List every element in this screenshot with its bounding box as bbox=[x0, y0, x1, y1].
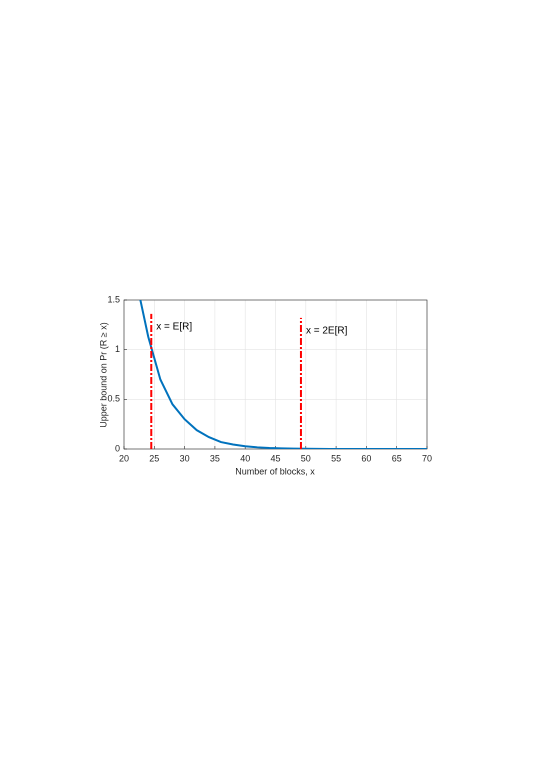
x-tick-label: 25 bbox=[149, 453, 159, 463]
x-tick-label: 50 bbox=[301, 453, 311, 463]
x-tick-label: 60 bbox=[361, 453, 371, 463]
x-tick-label: 55 bbox=[331, 453, 341, 463]
annotation: x = 2E[R] bbox=[306, 326, 348, 337]
line bbox=[139, 300, 427, 449]
y-tick-label: 0 bbox=[115, 443, 120, 453]
x-tick-label: 30 bbox=[180, 453, 190, 463]
x-tick-label: 40 bbox=[240, 453, 250, 463]
y-tick-label: 0.5 bbox=[107, 394, 120, 404]
x-tick-label: 65 bbox=[392, 453, 402, 463]
x-axis-label: Number of blocks, x bbox=[235, 466, 315, 476]
x-tick-label: 20 bbox=[119, 453, 129, 463]
y-tick-label: 1 bbox=[115, 344, 120, 354]
y-tick-label: 1.5 bbox=[107, 294, 120, 304]
annotation: x = E[R] bbox=[156, 322, 192, 333]
y-axis-label: Upper bound on Pr (R ≥ x) bbox=[98, 322, 108, 428]
x-tick-label: 35 bbox=[210, 453, 220, 463]
x-tick-label: 70 bbox=[422, 453, 432, 463]
x-tick-label: 45 bbox=[270, 453, 280, 463]
